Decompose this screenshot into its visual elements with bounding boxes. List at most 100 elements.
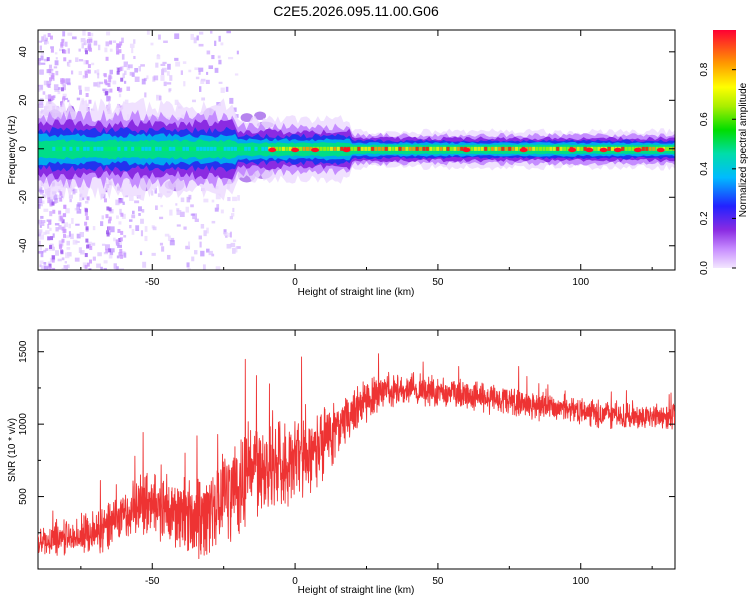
snr-ytick-label: 500 <box>18 488 29 505</box>
spectrogram-streak-mark <box>62 233 66 238</box>
spectrogram-core-mark <box>127 146 131 151</box>
spectrogram-core-mark <box>93 146 97 151</box>
spectrogram-noise-mark <box>80 38 86 43</box>
spectrogram-noise-mark <box>194 67 199 71</box>
spectrogram-core-mark <box>549 146 553 151</box>
spectrogram-noise-mark <box>49 196 55 200</box>
spectrogram-noise-mark <box>43 265 49 270</box>
spectrogram-noise-mark <box>180 70 183 75</box>
spectrogram-core-mark <box>665 146 669 151</box>
spectrogram-core-mark <box>593 146 597 151</box>
spectrogram-noise-mark <box>76 233 81 239</box>
spectrogram-noise-mark <box>232 247 236 254</box>
spectrogram-noise-mark <box>158 34 161 40</box>
spectrogram-noise-mark <box>45 248 49 251</box>
spectrogram-streak-mark <box>105 214 109 219</box>
spectrogram-noise-mark <box>93 40 98 46</box>
spectrogram-noise-mark <box>81 98 85 102</box>
spectrogram-noise-mark <box>129 224 132 229</box>
spectrogram-core-mark <box>401 146 405 151</box>
spectrogram-core-mark <box>117 146 121 151</box>
spectrogram-noise-mark <box>97 44 101 51</box>
spectrogram-streak-mark <box>63 204 67 209</box>
spectrogram-noise-mark <box>68 59 72 63</box>
spectrogram-core-mark <box>641 146 645 151</box>
spectrogram-streak-mark <box>60 250 64 255</box>
spectrogram-noise-mark <box>84 47 88 52</box>
spectrogram-noise-mark <box>229 216 233 220</box>
spectrogram-noise-mark <box>190 213 195 216</box>
spectrogram-streak-mark <box>48 98 52 103</box>
spectrogram-noise-mark <box>227 197 231 202</box>
spectrogram-noise-mark <box>139 251 143 256</box>
spectrogram-core-mark <box>391 146 395 151</box>
spectrogram-core-mark <box>395 146 399 151</box>
spectrogram-streak-mark <box>118 49 122 54</box>
spectrogram-peak-mark <box>342 147 351 153</box>
spectrogram-noise-mark <box>155 205 158 210</box>
spectrogram-core-mark <box>460 146 464 151</box>
spectrogram-noise-mark <box>64 222 69 228</box>
spectrogram-noise-mark <box>125 195 129 198</box>
spectrogram-core-mark <box>539 146 543 151</box>
spectrogram-core-mark <box>374 146 378 151</box>
spectrogram-peak-mark <box>268 147 277 153</box>
spectrogram-streak-mark <box>58 210 62 215</box>
spectrogram-core-mark <box>494 146 498 151</box>
spectrogram-noise-mark <box>157 54 160 57</box>
spectrogram-core-mark <box>220 146 224 151</box>
spectrogram-noise-mark <box>159 216 164 220</box>
spectrogram-streak-mark <box>84 208 88 213</box>
spectrogram-peak-mark <box>633 147 642 153</box>
spectrogram-streak-mark <box>60 103 64 108</box>
spectrogram-noise-mark <box>225 86 229 92</box>
spectrogram-core-mark <box>329 146 333 151</box>
snr-xtick-label: 50 <box>432 576 444 587</box>
spectrogram-noise-mark <box>140 230 144 237</box>
spectrogram-streak-mark <box>59 197 63 202</box>
spectrogram-core-mark <box>137 146 141 151</box>
spectrogram-noise-mark <box>164 233 170 237</box>
spectrogram-streak-mark <box>87 244 91 249</box>
spectrogram-streak-mark <box>47 33 51 38</box>
spectrogram-streak-mark <box>84 264 88 269</box>
spectrogram-noise-mark <box>65 252 70 259</box>
spectrogram-core-mark <box>189 146 193 151</box>
spectrogram-core-mark <box>257 146 261 151</box>
spectrogram-noise-mark <box>190 33 194 40</box>
spectrogram-streak-mark <box>120 230 124 235</box>
spectrogram-noise-mark <box>58 240 64 247</box>
spectrogram-streak-mark <box>48 220 52 225</box>
colorbar-tick-label: 0.8 <box>699 62 710 76</box>
spectrogram-noise-mark <box>140 218 144 224</box>
spectrogram-streak-mark <box>105 56 109 61</box>
spectrogram-core-mark <box>480 146 484 151</box>
spectrogram-noise-mark <box>49 227 52 231</box>
spectrogram-noise-mark <box>59 48 64 52</box>
spectrogram-noise-mark <box>193 250 198 255</box>
spectrogram-noise-mark <box>102 88 107 92</box>
spectrogram-noise-mark <box>118 221 122 225</box>
spectrogram-noise-mark <box>162 61 167 64</box>
spectrogram-noise-mark <box>97 72 100 79</box>
spectrogram-noise-mark <box>38 240 41 245</box>
spectrogram-core-mark <box>436 146 440 151</box>
spectrogram-noise-mark <box>76 208 82 214</box>
spectrogram-noise-mark <box>113 263 117 269</box>
spectrogram-noise-mark <box>48 71 54 76</box>
spectrogram-noise-mark <box>69 198 72 203</box>
spectrogram-noise-mark <box>104 244 110 250</box>
spectrogram-core-mark <box>532 146 536 151</box>
spectrogram-noise-mark <box>97 81 101 88</box>
spectrogram-noise-mark <box>103 89 108 94</box>
spectrogram-streak-mark <box>116 86 120 91</box>
spectrogram-noise-mark <box>228 56 234 60</box>
spectrogram-noise-mark <box>138 206 142 212</box>
spectrogram-streak-mark <box>105 91 109 96</box>
spectrogram-streak-mark <box>88 99 92 104</box>
spectrogram-core-mark <box>491 146 495 151</box>
spectrogram-streak-mark <box>89 259 93 264</box>
spectrogram-frame <box>37 29 676 271</box>
spectrogram-noise-mark <box>65 235 71 239</box>
spectrogram-core-mark <box>209 146 213 151</box>
